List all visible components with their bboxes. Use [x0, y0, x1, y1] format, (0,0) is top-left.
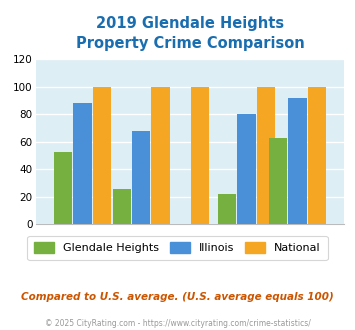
Legend: Glendale Heights, Illinois, National: Glendale Heights, Illinois, National: [27, 236, 328, 260]
Text: Compared to U.S. average. (U.S. average equals 100): Compared to U.S. average. (U.S. average …: [21, 292, 334, 302]
Bar: [257, 87, 275, 224]
Bar: [308, 87, 326, 224]
Bar: [151, 87, 170, 224]
Title: 2019 Glendale Heights
Property Crime Comparison: 2019 Glendale Heights Property Crime Com…: [76, 16, 304, 51]
Bar: [132, 131, 150, 224]
Bar: [237, 115, 256, 224]
Bar: [73, 103, 92, 224]
Bar: [93, 87, 111, 224]
Bar: [113, 189, 131, 224]
Bar: [269, 138, 287, 224]
Bar: [218, 194, 236, 224]
Bar: [288, 98, 307, 224]
Bar: [191, 87, 209, 224]
Text: © 2025 CityRating.com - https://www.cityrating.com/crime-statistics/: © 2025 CityRating.com - https://www.city…: [45, 319, 310, 328]
Bar: [54, 151, 72, 224]
